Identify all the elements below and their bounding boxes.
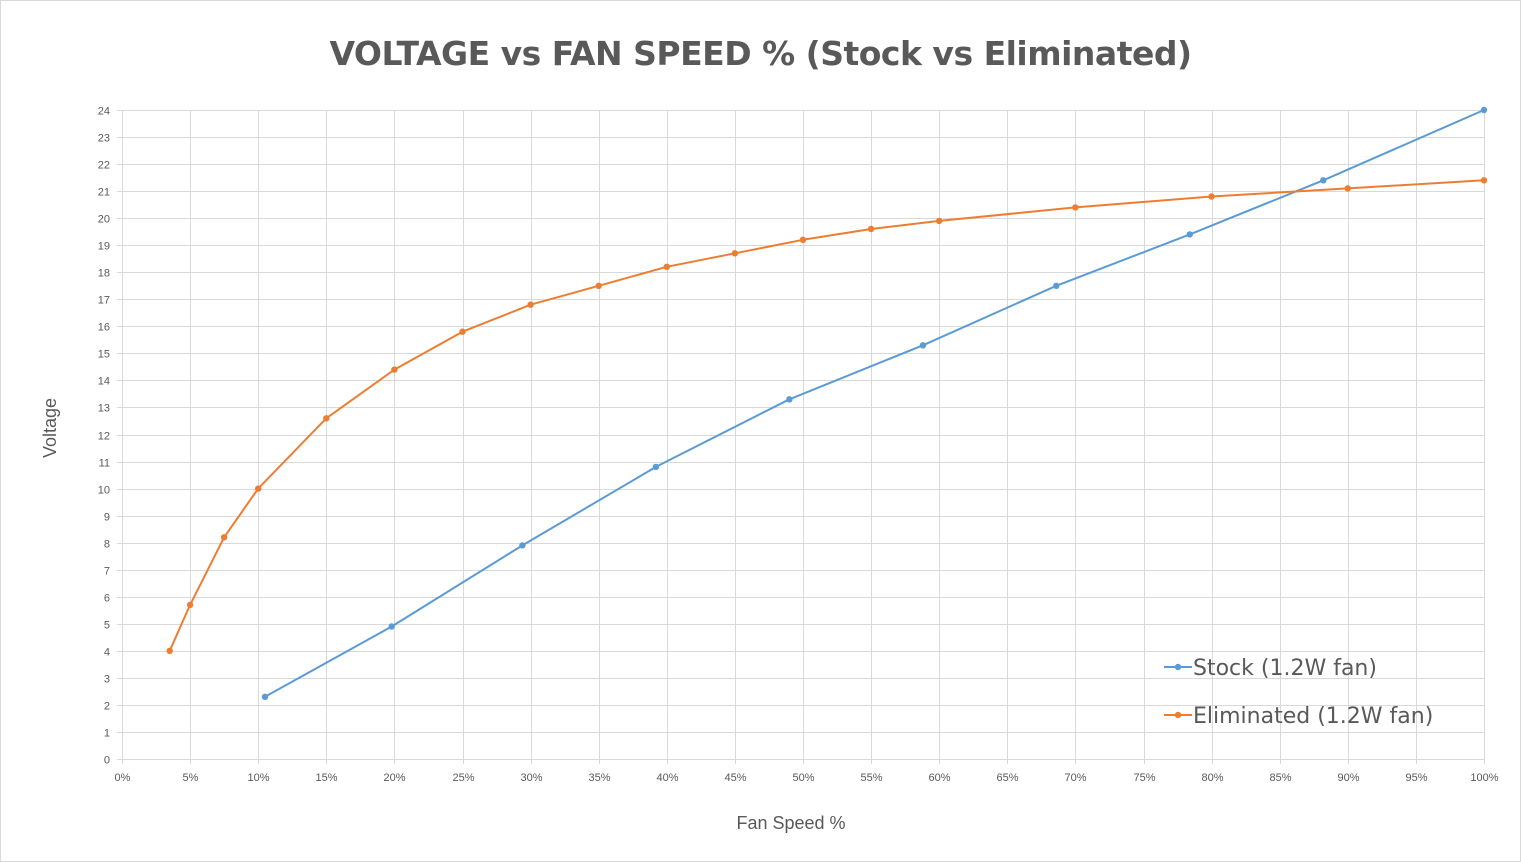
x-tick-label: 40% <box>656 772 678 784</box>
y-tick-label: 21 <box>98 187 110 199</box>
data-point <box>663 263 670 270</box>
y-tick-label: 24 <box>98 106 110 118</box>
y-tick-label: 8 <box>104 539 110 551</box>
x-tick-label: 100% <box>1470 772 1498 784</box>
x-tick-label: 55% <box>860 772 882 784</box>
y-tick-label: 9 <box>104 512 110 524</box>
data-point <box>652 463 660 471</box>
data-point <box>391 366 398 373</box>
x-tick-label: 5% <box>183 772 199 784</box>
y-tick-label: 2 <box>104 701 110 713</box>
x-tick-label: 75% <box>1133 772 1155 784</box>
data-point <box>166 647 173 654</box>
x-tick-label: 80% <box>1201 772 1223 784</box>
y-tick-label: 14 <box>98 376 110 388</box>
series-1 <box>261 106 1488 700</box>
y-tick-label: 15 <box>98 349 110 361</box>
data-point <box>527 301 534 308</box>
series-line <box>168 179 1485 652</box>
legend-marker <box>1174 711 1182 719</box>
y-tick-label: 10 <box>98 485 110 497</box>
chart-title: VOLTAGE vs FAN SPEED % (Stock vs Elimina… <box>329 34 1192 73</box>
x-tick-label: 30% <box>520 772 542 784</box>
y-tick-label: 4 <box>104 647 110 659</box>
y-tick-label: 19 <box>98 241 110 253</box>
data-point <box>459 328 466 335</box>
data-point <box>799 236 807 243</box>
data-point <box>731 250 739 257</box>
y-tick-label: 13 <box>98 403 110 415</box>
data-point <box>388 623 395 630</box>
data-point <box>1208 193 1215 200</box>
y-tick-label: 18 <box>98 268 110 280</box>
y-tick-label: 6 <box>104 593 110 605</box>
x-tick-label: 25% <box>452 772 474 784</box>
y-tick-label: 5 <box>104 620 110 632</box>
data-point <box>1320 177 1327 184</box>
x-tick-label: 85% <box>1269 772 1291 784</box>
y-tick-label: 7 <box>104 566 110 578</box>
y-tick-label: 20 <box>98 214 110 226</box>
y-tick-label: 1 <box>104 728 110 740</box>
x-tick-label: 20% <box>383 772 405 784</box>
data-point <box>1186 231 1194 238</box>
x-tick-label: 45% <box>724 772 746 784</box>
data-point <box>1072 204 1079 211</box>
series-2 <box>166 177 1488 654</box>
x-tick-label: 0% <box>115 772 131 784</box>
x-tick-label: 50% <box>792 772 814 784</box>
y-tick-label: 12 <box>98 431 110 443</box>
y-tick-label: 22 <box>98 160 110 172</box>
data-point <box>519 542 526 549</box>
y-axis-title: Voltage <box>40 398 60 458</box>
x-axis-title: Fan Speed % <box>736 813 845 833</box>
y-tick-label: 23 <box>98 133 110 145</box>
data-point <box>936 217 943 225</box>
series-layer <box>166 106 1488 700</box>
data-point <box>1480 106 1488 114</box>
y-tick-label: 3 <box>104 674 110 686</box>
data-point <box>919 342 927 349</box>
data-point <box>323 415 330 422</box>
data-point <box>1480 177 1488 184</box>
y-tick-label: 16 <box>98 322 110 334</box>
x-tick-label: 15% <box>315 772 337 784</box>
legend: Stock (1.2W fan) Eliminated (1.2W fan) <box>1164 656 1433 729</box>
legend-label: Stock (1.2W fan) <box>1193 656 1377 681</box>
data-point <box>786 396 793 403</box>
x-tick-label: 60% <box>928 772 950 784</box>
x-tick-label: 65% <box>996 772 1018 784</box>
data-point <box>220 534 228 541</box>
data-point <box>186 601 194 609</box>
gridlines <box>117 110 1485 764</box>
data-point <box>867 225 875 233</box>
data-point <box>595 282 602 289</box>
data-point <box>261 693 269 700</box>
y-tick-label: 11 <box>99 458 110 470</box>
x-tick-label: 95% <box>1405 772 1427 784</box>
x-tick-label: 10% <box>247 772 269 784</box>
legend-marker <box>1174 663 1182 671</box>
legend-label: Eliminated (1.2W fan) <box>1193 704 1433 729</box>
data-point <box>1053 282 1060 289</box>
y-tick-label: 17 <box>98 295 110 307</box>
x-tick-label: 35% <box>588 772 610 784</box>
y-tick-label: 0 <box>104 755 110 767</box>
data-point <box>1344 185 1352 192</box>
x-tick-label: 70% <box>1064 772 1086 784</box>
x-tick-label: 90% <box>1337 772 1359 784</box>
axis-ticks: 0123456789101112131415161718192021222324… <box>98 106 1499 785</box>
series-line <box>264 109 1485 698</box>
data-point <box>255 485 262 492</box>
